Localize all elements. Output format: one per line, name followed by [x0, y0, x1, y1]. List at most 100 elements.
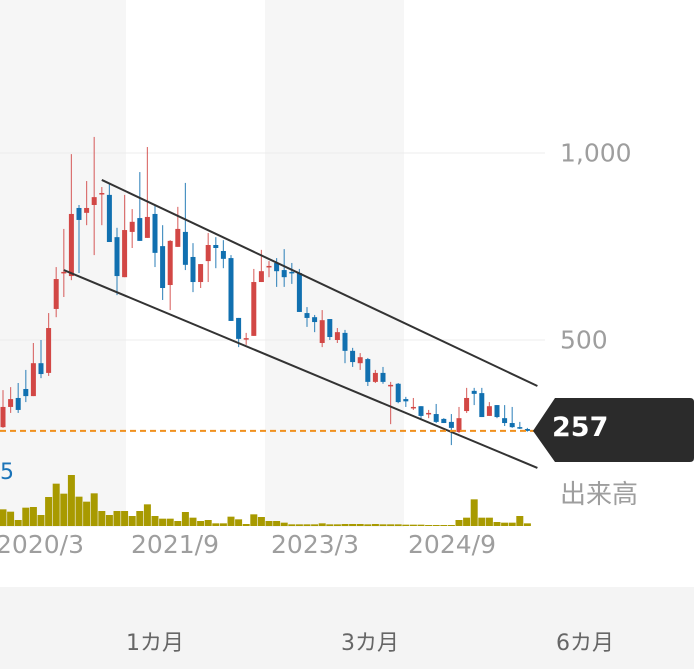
candle-body [274, 262, 280, 272]
candle-body [190, 256, 196, 283]
candle-body [365, 359, 371, 382]
background-band [0, 0, 126, 527]
volume-bar [204, 520, 212, 526]
volume-bar [143, 504, 151, 526]
candle-body [68, 213, 74, 277]
candle-body [99, 193, 105, 195]
volume-bar [22, 507, 30, 526]
candle-body [182, 231, 188, 265]
candle-body [175, 228, 181, 247]
candle-body [167, 240, 173, 286]
candle-body [418, 406, 424, 416]
volume-bar [14, 520, 22, 526]
candle-body [380, 372, 386, 382]
period-6-month-button[interactable]: 6カ月 [556, 631, 614, 656]
volume-bar [197, 521, 205, 526]
volume-bar [394, 524, 402, 526]
candle-body [327, 319, 333, 338]
candle-body [122, 230, 128, 278]
candle-body [198, 264, 204, 283]
candle-body [114, 237, 120, 277]
volume-bar [105, 515, 113, 526]
volume-bar [29, 507, 37, 526]
volume-bar [463, 517, 471, 526]
candle-body [517, 427, 523, 429]
volume-bar [45, 497, 53, 526]
candle-body [106, 194, 112, 243]
price-tag-shape [533, 398, 694, 462]
candle-body [289, 271, 295, 274]
volume-bar [7, 511, 15, 526]
volume-bar [341, 524, 349, 526]
period-3-month-button[interactable]: 3カ月 [341, 631, 399, 656]
volume-bar [52, 483, 60, 526]
y-tick-500: 500 [560, 325, 608, 355]
volume-bar [356, 524, 364, 526]
volume-label: 出来高 [560, 480, 639, 510]
volume-bar [333, 524, 341, 526]
volume-bar [288, 524, 296, 526]
volume-bar [303, 524, 311, 526]
candle-body [334, 332, 340, 340]
volume-bar [501, 522, 509, 526]
volume-bar [379, 524, 387, 526]
candle-body [213, 245, 219, 248]
volume-bar [60, 493, 68, 526]
volume-bar [478, 517, 486, 526]
x-tick-2021-9: 2021/9 [131, 530, 219, 559]
volume-bar [493, 522, 501, 526]
volume-bar [265, 521, 273, 526]
candle-body [464, 397, 470, 412]
volume-bar [37, 515, 45, 526]
candle-body [433, 414, 439, 422]
volume-bar [189, 517, 197, 526]
volume-bar [67, 475, 75, 526]
candle-body [479, 393, 485, 418]
candle-body [486, 406, 492, 416]
volume-bar [402, 524, 410, 526]
background-band [265, 0, 404, 527]
volume-bar [432, 525, 440, 526]
period-selector: 1カ月 3カ月 6カ月 [0, 587, 694, 669]
candle-body [372, 372, 378, 382]
candle-body [509, 423, 515, 428]
current-price-tag: 257 [552, 412, 609, 443]
volume-bar [151, 516, 159, 526]
volume-bar [181, 512, 189, 526]
candle-body [152, 213, 158, 253]
candle-body [258, 271, 264, 283]
candle-body [395, 383, 401, 403]
volume-bar [485, 517, 493, 526]
candle-body [410, 406, 416, 409]
candle-body [266, 265, 272, 268]
candle-body [46, 328, 52, 373]
volume-bar [242, 524, 250, 526]
candle-body [144, 216, 150, 238]
candle-body [403, 399, 409, 402]
candle-body [494, 405, 500, 418]
candle-body [441, 418, 447, 424]
candle-body [304, 313, 310, 318]
candle-body [129, 221, 135, 232]
volume-bar [364, 524, 372, 526]
candle-body [357, 357, 363, 364]
volume-bar [136, 511, 144, 526]
candle-body [456, 418, 462, 433]
candlestick-chart[interactable] [0, 0, 694, 587]
volume-bar [212, 523, 220, 526]
volume-bar [516, 516, 524, 526]
volume-bar [349, 524, 357, 526]
candle-body [220, 250, 226, 259]
volume-bar [98, 511, 106, 526]
period-1-month-button[interactable]: 1カ月 [126, 631, 184, 656]
x-tick-2023-3: 2023/3 [271, 530, 359, 559]
volume-bar [447, 525, 455, 526]
candle-body [426, 412, 432, 415]
y-tick-1000: 1,000 [560, 138, 632, 168]
volume-bar [113, 511, 121, 526]
volume-bar [417, 524, 425, 526]
candle-body [53, 279, 59, 309]
volume-bar [440, 525, 448, 526]
candle-body [524, 429, 530, 431]
volume-value: 5 [0, 460, 14, 485]
